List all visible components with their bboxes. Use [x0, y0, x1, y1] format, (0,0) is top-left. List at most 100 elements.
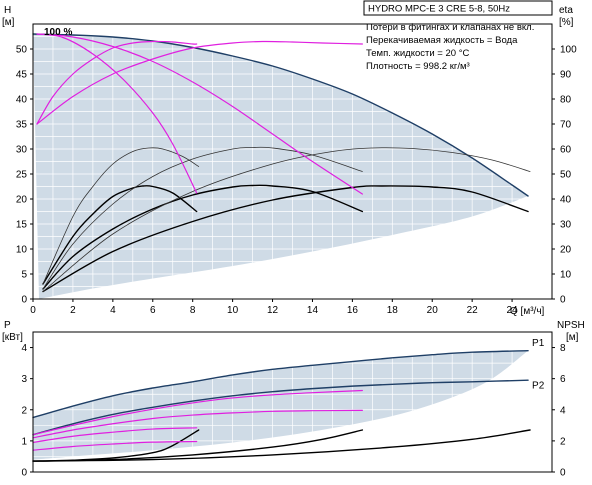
y2-tick-label: 0 [560, 295, 566, 306]
series-max-curve [32, 33, 529, 197]
operating-region-fill [33, 34, 529, 299]
series-efficiency [36, 33, 363, 195]
curve-label-p1: P1 [532, 338, 545, 349]
series-pump-curve [32, 429, 531, 462]
x-tick-label: 22 [467, 305, 479, 316]
x-tick-label: 24 [507, 305, 519, 316]
head-ylabel-symbol: H [4, 5, 11, 16]
series-efficiency [32, 409, 363, 439]
y-tick-label: 50 [16, 45, 28, 56]
series-max-curve [32, 379, 529, 436]
power-plot-frame [32, 331, 553, 473]
y2-tick-label: 6 [560, 374, 566, 385]
power-y-ticks: 0 1 2 3 4 [21, 343, 33, 479]
info-line-temperature: Темп. жидкости = 20 °C [366, 48, 469, 59]
info-line-density: Плотность = 998.2 кг/м³ [366, 61, 470, 72]
y-tick-label: 2 [21, 405, 27, 416]
series-efficiency [36, 40, 198, 125]
eta-y-ticks: 0 10 20 30 40 50 60 70 80 90 100 [552, 45, 577, 306]
info-box: HYDRO MPC-E 3 CRE 5-8, 50Hz Потери в фит… [363, 0, 553, 72]
npsh-ylabel-unit: [м] [566, 332, 579, 343]
x-tick-label: 0 [30, 305, 36, 316]
y-tick-label: 45 [16, 70, 28, 81]
series-efficiency [36, 33, 198, 194]
y-tick-label: 25 [16, 170, 28, 181]
series-pump-curve [42, 185, 529, 293]
y2-tick-label: 10 [560, 270, 572, 281]
y-tick-label: 20 [16, 195, 28, 206]
y2-tick-label: 30 [560, 220, 572, 231]
x-tick-label: 6 [150, 305, 156, 316]
y-tick-label: 15 [16, 220, 28, 231]
y2-tick-label: 0 [560, 468, 566, 479]
y-tick-label: 4 [21, 343, 27, 354]
y-tick-label: 10 [16, 245, 28, 256]
series-pump-thin [42, 146, 363, 290]
eta-ylabel-unit: [%] [559, 17, 574, 28]
operating-region-fill [33, 350, 529, 460]
x-tick-label: 10 [227, 305, 239, 316]
x-tick-label: 4 [110, 305, 116, 316]
y-tick-label: 30 [16, 145, 28, 156]
x-tick-label: 8 [190, 305, 196, 316]
y2-tick-label: 90 [560, 70, 572, 81]
y-tick-label: 1 [21, 436, 27, 447]
info-line-liquid: Перекачиваемая жидкость = Вода [366, 35, 518, 46]
x-tick-label: 12 [267, 305, 279, 316]
flow-x-ticks: 0 2 4 6 8 10 12 14 16 18 20 22 24 [30, 299, 518, 316]
y2-tick-label: 4 [560, 405, 566, 416]
chart-title: HYDRO MPC-E 3 CRE 5-8, 50Hz [368, 4, 510, 15]
x-tick-label: 14 [307, 305, 319, 316]
eta-ylabel-symbol: eta [559, 5, 573, 16]
y2-tick-label: 40 [560, 195, 572, 206]
power-operating-region [33, 350, 529, 460]
y2-tick-label: 70 [560, 120, 572, 131]
head-plot-frame [32, 23, 553, 300]
y-tick-label: 40 [16, 95, 28, 106]
series-efficiency [32, 389, 363, 436]
y2-tick-label: 50 [560, 170, 572, 181]
series-pump-curve [42, 185, 198, 285]
series-pump-thin [42, 147, 200, 285]
head-series [32, 33, 531, 293]
y-tick-label: 0 [21, 468, 27, 479]
y2-tick-label: 8 [560, 343, 566, 354]
power-curve-labels: P1 P2 [532, 338, 545, 392]
y2-tick-label: 80 [560, 95, 572, 106]
npsh-ylabel-symbol: NPSH [557, 320, 585, 331]
series-efficiency [32, 440, 198, 451]
x-tick-label: 2 [70, 305, 76, 316]
y2-tick-label: 2 [560, 436, 566, 447]
flow-xlabel: Q [м³/ч] [510, 306, 545, 317]
full-speed-annotation: 100 % [44, 27, 72, 38]
info-line-fittings: Потери в фитингах и клапанах не вкл. [366, 22, 534, 33]
y2-tick-label: 100 [560, 45, 577, 56]
power-ylabel-unit: [кВт] [2, 332, 23, 343]
y-tick-label: 5 [21, 270, 27, 281]
series-pump-curve [42, 184, 364, 290]
series-efficiency [36, 40, 363, 125]
series-max-curve [32, 349, 529, 419]
power-ylabel-symbol: P [4, 320, 11, 331]
head-operating-region [33, 34, 529, 299]
series-efficiency [32, 427, 198, 444]
head-grid [33, 24, 552, 299]
series-pump-thin [42, 147, 531, 292]
power-series [32, 349, 531, 462]
y2-tick-label: 20 [560, 245, 572, 256]
head-y-ticks: 0 5 10 15 20 25 30 35 40 45 50 [16, 45, 33, 306]
head-ylabel-unit: [м] [2, 17, 15, 28]
y-tick-label: 0 [21, 295, 27, 306]
x-tick-label: 20 [427, 305, 439, 316]
y2-tick-label: 60 [560, 145, 572, 156]
npsh-y-ticks: 0 2 4 6 8 [552, 343, 566, 479]
x-tick-label: 18 [387, 305, 399, 316]
title-box [363, 0, 553, 16]
x-tick-label: 16 [347, 305, 359, 316]
y-tick-label: 3 [21, 374, 27, 385]
curve-label-p2: P2 [532, 381, 545, 392]
power-plot: 0 1 2 3 4 0 2 4 6 8 P1 P2 P [кВт] NPSH [м] [2, 320, 585, 479]
